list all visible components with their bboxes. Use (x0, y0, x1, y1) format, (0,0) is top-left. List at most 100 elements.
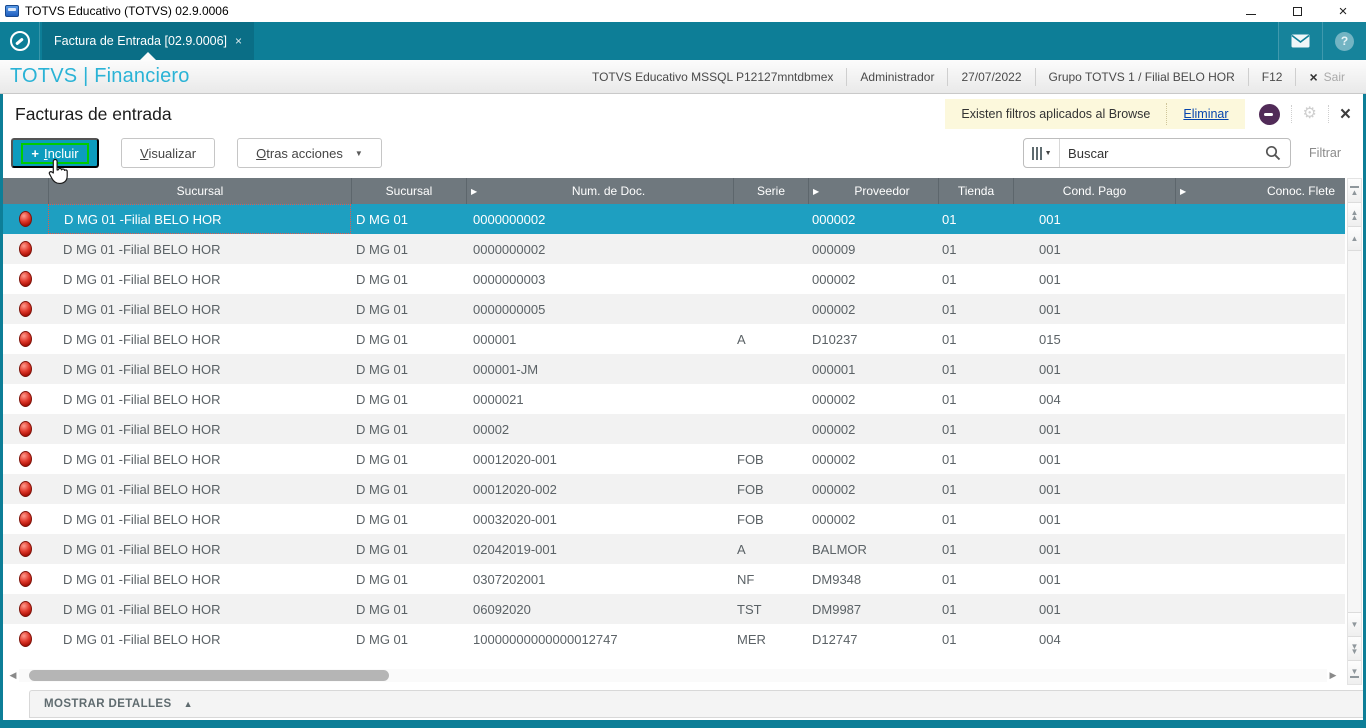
search-column-selector[interactable]: ▼ (1024, 139, 1061, 167)
column-cond-pago[interactable]: Cond. Pago (1013, 178, 1175, 204)
status-red-icon (19, 271, 32, 287)
brand-mark-icon[interactable] (1258, 103, 1280, 125)
cell-cond-pago: 001 (1039, 511, 1061, 527)
table-row[interactable]: D MG 01 -Filial BELO HOR D MG 01 0000000… (3, 264, 1345, 294)
page-down-button[interactable]: ▼ ▼ (1348, 636, 1361, 660)
cell-sucursal: D MG 01 (356, 511, 409, 527)
column-conoc-flete[interactable]: Conoc. Flete (1266, 184, 1335, 198)
browse-toolbar: + Incluir Visualizar Otras acciones ▼ ▼ (3, 134, 1363, 172)
status-red-icon (19, 331, 32, 347)
help-button[interactable]: ? (1322, 22, 1366, 60)
cell-proveedor: DM9987 (812, 601, 862, 617)
cell-sucursal: D MG 01 (356, 451, 409, 467)
table-row[interactable]: D MG 01 -Filial BELO HOR D MG 01 0204201… (3, 534, 1345, 564)
cell-conoc-flete (1175, 444, 1345, 474)
column-sucursal-full[interactable]: Sucursal (48, 178, 351, 204)
table-row[interactable]: D MG 01 -Filial BELO HOR D MG 01 000001-… (3, 354, 1345, 384)
cell-num-doc: 0000000002 (473, 241, 546, 257)
collapse-up-icon: ▲ (183, 699, 193, 709)
cell-sucursal-full: D MG 01 -Filial BELO HOR (63, 631, 221, 647)
search-icon[interactable] (1265, 145, 1281, 161)
mail-button[interactable] (1278, 22, 1322, 60)
cell-num-doc: 00012020-001 (473, 451, 557, 467)
filter-label[interactable]: Filtrar (1309, 146, 1341, 160)
horizontal-scrollbar[interactable]: ◀ ▶ (7, 668, 1339, 683)
minimize-button[interactable] (1228, 0, 1274, 22)
tab-factura-de-entrada[interactable]: Factura de Entrada [02.9.0006] × (42, 22, 255, 60)
table-row[interactable]: D MG 01 -Filial BELO HOR D MG 01 000001 … (3, 324, 1345, 354)
column-tienda[interactable]: Tienda (938, 178, 1013, 204)
table-row[interactable]: D MG 01 -Filial BELO HOR D MG 01 00002 0… (3, 414, 1345, 444)
status-red-icon (19, 361, 32, 377)
column-expand-icon[interactable]: ▶ (1175, 178, 1193, 204)
scroll-up-button[interactable]: ▲ (1348, 227, 1361, 251)
table-row[interactable]: D MG 01 -Filial BELO HOR D MG 01 0001202… (3, 474, 1345, 504)
column-serie[interactable]: Serie (733, 178, 808, 204)
invoices-table: Sucursal Sucursal ▶ Num. de Doc. Serie ▶… (3, 178, 1345, 654)
panel-close-icon[interactable]: × (1339, 103, 1351, 125)
horizontal-scroll-thumb[interactable] (29, 670, 389, 681)
column-sucursal[interactable]: Sucursal (351, 178, 466, 204)
cell-num-doc: 0000000002 (473, 211, 546, 227)
cell-conoc-flete (1175, 534, 1345, 564)
cell-cond-pago: 001 (1039, 601, 1061, 617)
settings-gear-icon[interactable]: ⚙ (1302, 105, 1317, 122)
table-row[interactable]: D MG 01 -Filial BELO HOR D MG 01 0000000… (3, 204, 1345, 234)
status-red-icon (19, 511, 32, 527)
page-up-button[interactable]: ▲ ▲ (1348, 203, 1361, 227)
status-red-icon (19, 571, 32, 587)
table-row[interactable]: D MG 01 -Filial BELO HOR D MG 01 0307202… (3, 564, 1345, 594)
f12-shortcut[interactable]: F12 (1247, 67, 1296, 86)
other-actions-button[interactable]: Otras acciones ▼ (237, 138, 382, 168)
status-red-icon (19, 481, 32, 497)
column-expand-icon[interactable]: ▶ (466, 178, 484, 204)
column-status[interactable] (3, 178, 48, 204)
table-row[interactable]: D MG 01 -Filial BELO HOR D MG 01 0001202… (3, 444, 1345, 474)
table-row[interactable]: D MG 01 -Filial BELO HOR D MG 01 1000000… (3, 624, 1345, 654)
scroll-left-icon[interactable]: ◀ (9, 670, 17, 680)
scroll-down-button[interactable]: ▼ (1348, 612, 1361, 636)
cell-conoc-flete (1175, 624, 1345, 654)
status-red-icon (19, 601, 32, 617)
column-expand-icon[interactable]: ▶ (808, 178, 826, 204)
restore-button[interactable] (1274, 0, 1320, 22)
vertical-scrollbar[interactable]: ▲ ▲ ▲ ▲ ▼ ▼ ▼ ▼ (1347, 178, 1362, 685)
scroll-to-top-button[interactable]: ▲ (1348, 179, 1361, 203)
cell-proveedor: DM9348 (812, 571, 862, 587)
show-details-bar[interactable]: MOSTRAR DETALLES ▲ (29, 690, 1363, 718)
cell-tienda: 01 (942, 391, 957, 407)
scroll-to-bottom-button[interactable]: ▼ (1348, 660, 1361, 684)
exit-button[interactable]: × Sair (1295, 67, 1358, 86)
table-row[interactable]: D MG 01 -Filial BELO HOR D MG 01 0609202… (3, 594, 1345, 624)
cell-tienda: 01 (942, 631, 957, 647)
table-row[interactable]: D MG 01 -Filial BELO HOR D MG 01 0003202… (3, 504, 1345, 534)
cell-conoc-flete (1175, 234, 1345, 264)
cell-tienda: 01 (942, 241, 957, 257)
cell-conoc-flete (1175, 264, 1345, 294)
table-row[interactable]: D MG 01 -Filial BELO HOR D MG 01 0000000… (3, 294, 1345, 324)
vertical-scroll-track[interactable] (1348, 251, 1361, 612)
column-proveedor[interactable]: Proveedor (854, 184, 910, 198)
tab-close-icon[interactable]: × (235, 34, 243, 48)
cell-proveedor: 000002 (812, 481, 856, 497)
cell-proveedor: 000002 (812, 421, 856, 437)
cell-num-doc: 000001 (473, 331, 517, 347)
tab-bar: Factura de Entrada [02.9.0006] × ? (0, 22, 1366, 60)
search-input[interactable] (1060, 145, 1266, 161)
remove-filter-link[interactable]: Eliminar (1183, 107, 1229, 121)
cell-sucursal: D MG 01 (356, 631, 409, 647)
view-button[interactable]: Visualizar (121, 138, 216, 168)
cell-proveedor: 000002 (812, 211, 856, 227)
horizontal-scroll-track[interactable] (19, 669, 1327, 682)
cell-tienda: 01 (942, 481, 957, 497)
cell-sucursal-full: D MG 01 -Filial BELO HOR (48, 204, 351, 234)
column-num-doc[interactable]: Num. de Doc. (571, 184, 646, 198)
cell-sucursal-full: D MG 01 -Filial BELO HOR (63, 481, 221, 497)
scroll-right-icon[interactable]: ▶ (1329, 670, 1337, 680)
totvs-logo-button[interactable] (0, 22, 40, 60)
table-row[interactable]: D MG 01 -Filial BELO HOR D MG 01 0000021… (3, 384, 1345, 414)
cell-sucursal: D MG 01 (356, 271, 409, 287)
table-row[interactable]: D MG 01 -Filial BELO HOR D MG 01 0000000… (3, 234, 1345, 264)
close-button[interactable]: × (1320, 0, 1366, 22)
minimize-icon (1246, 13, 1256, 15)
